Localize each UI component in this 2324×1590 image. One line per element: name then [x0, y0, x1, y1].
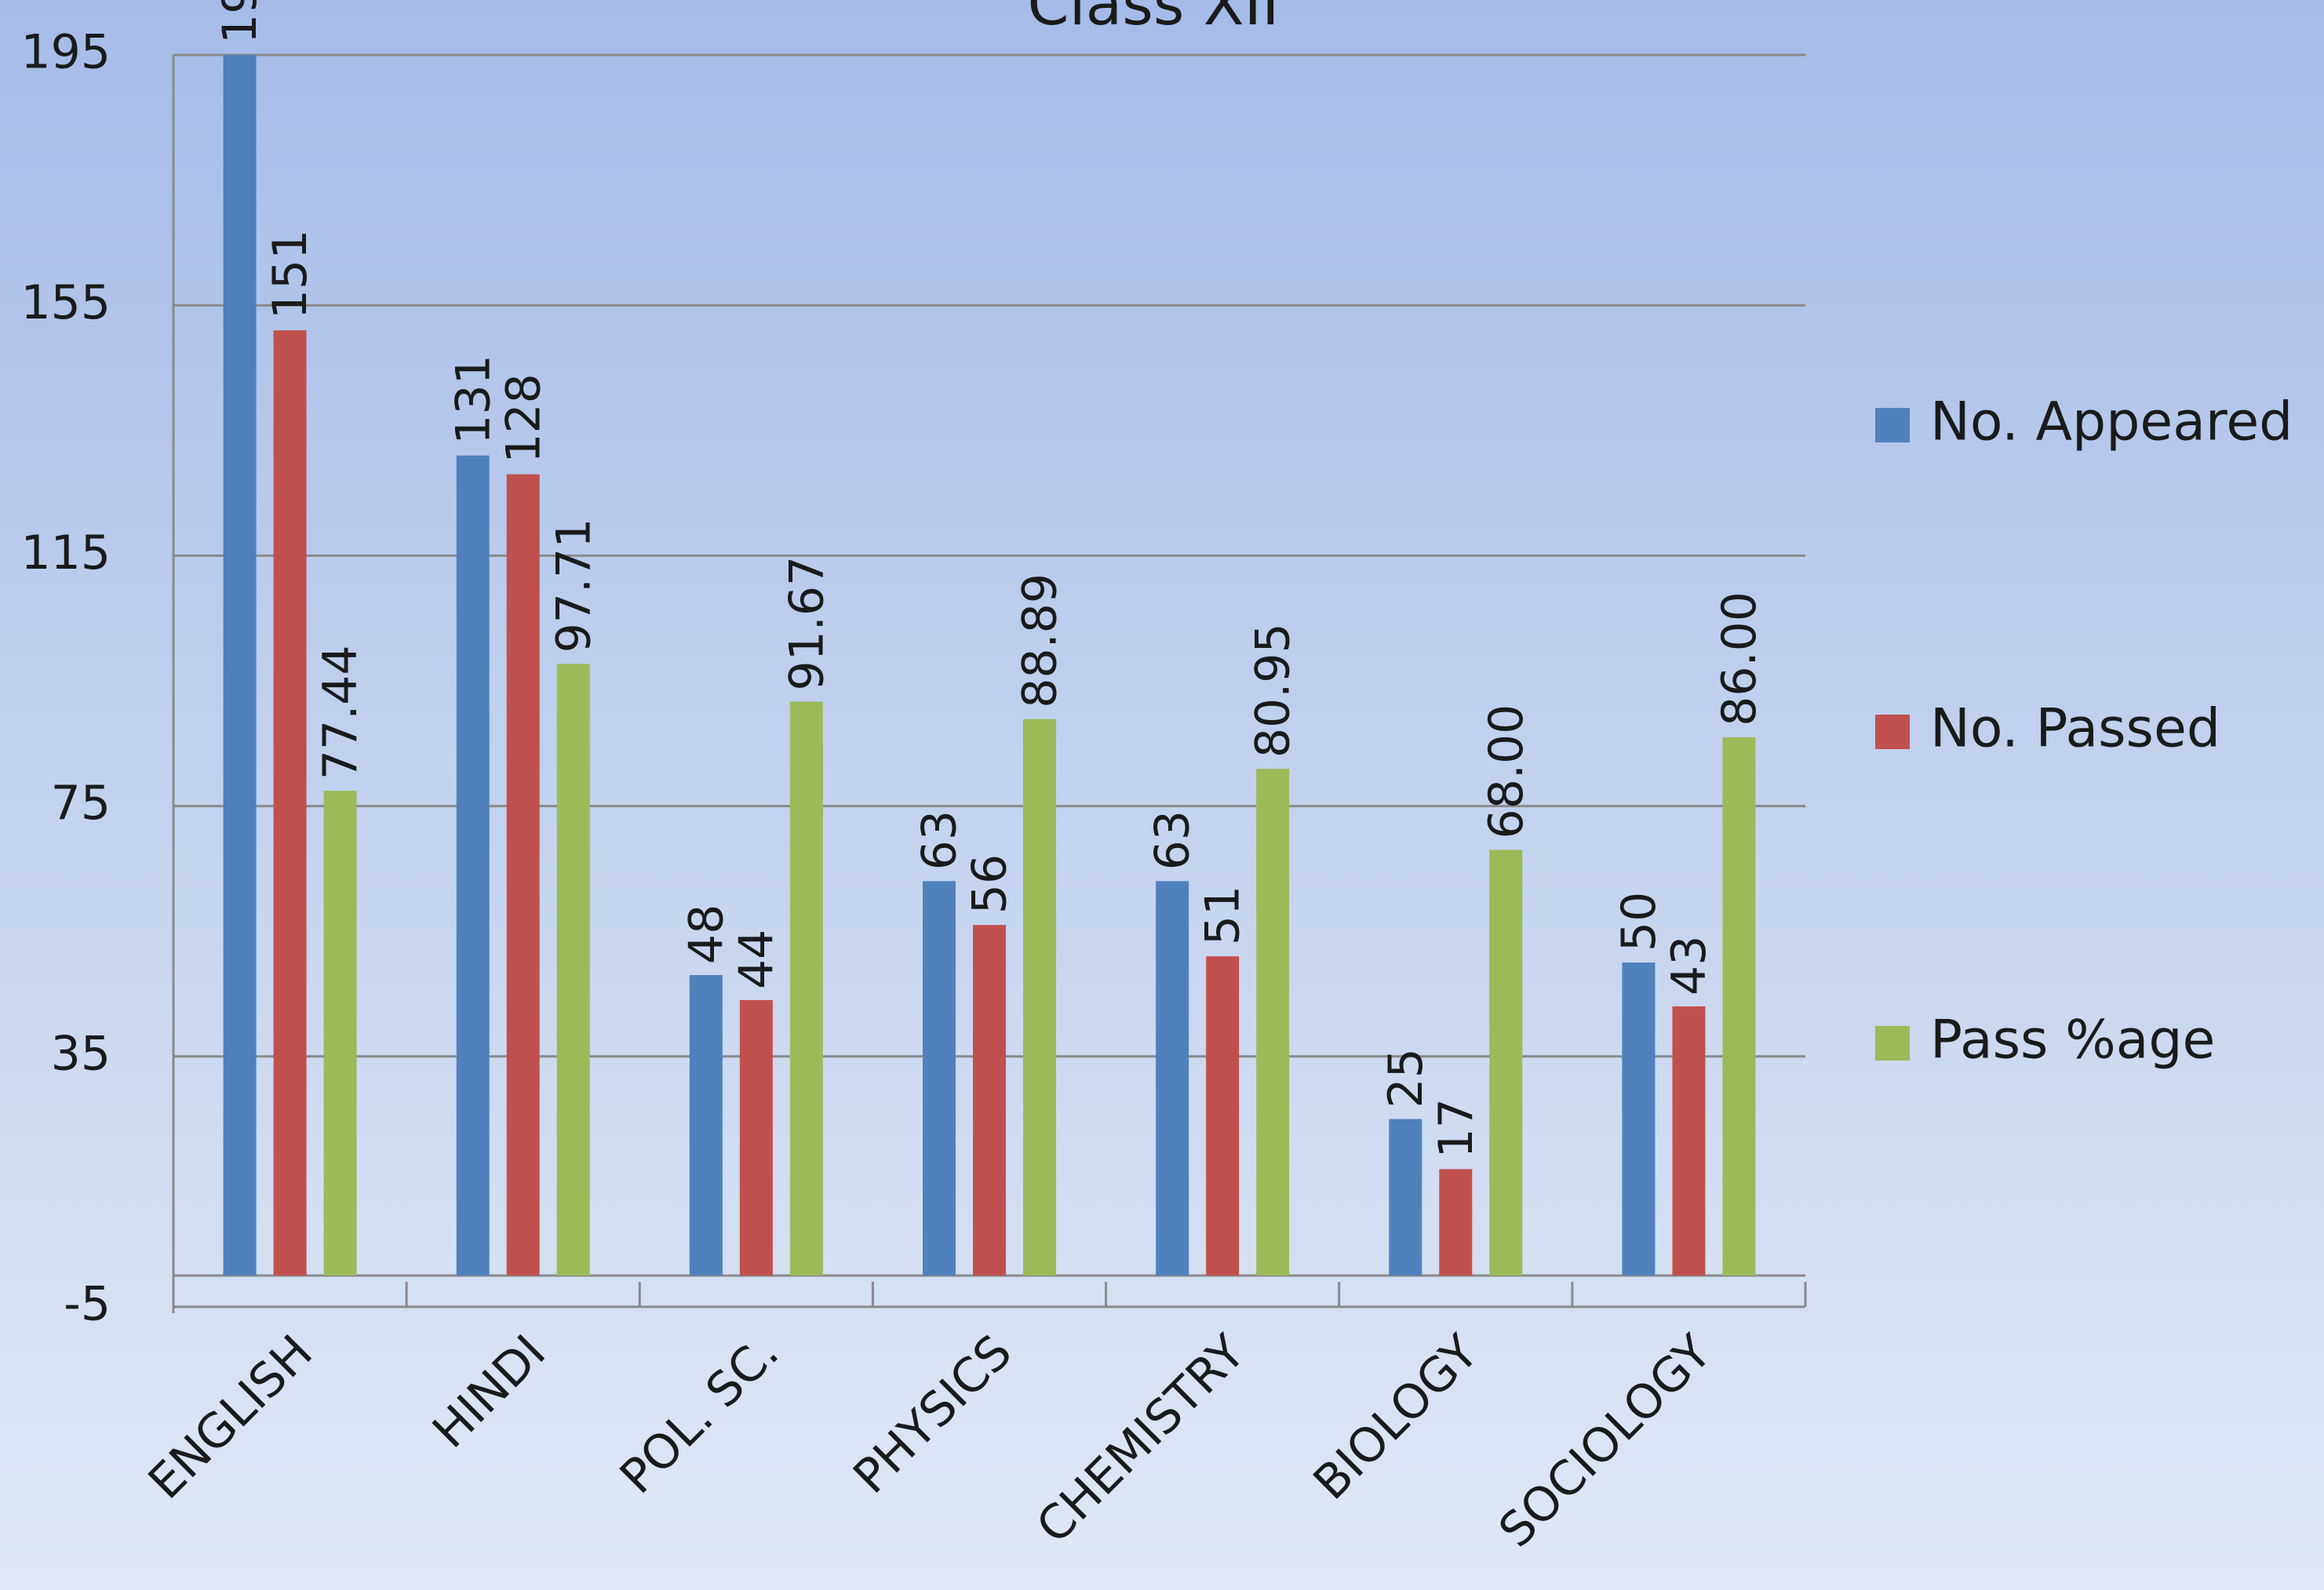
bar [739, 999, 773, 1276]
bar [1156, 881, 1189, 1276]
bar [973, 925, 1006, 1276]
bar [789, 701, 823, 1276]
data-label: 131 [446, 355, 501, 445]
bar [323, 791, 357, 1276]
bar [223, 55, 257, 1276]
bar [456, 455, 490, 1276]
bar [1206, 956, 1240, 1276]
data-label: 50 [1612, 892, 1667, 951]
data-label: 63 [912, 810, 967, 870]
bar [1722, 737, 1756, 1276]
y-tick-label: 35 [51, 1026, 111, 1081]
data-label: 44 [729, 930, 784, 989]
legend-swatch [1875, 408, 1910, 442]
legend-label: No. Passed [1930, 698, 2220, 760]
bar [1622, 962, 1656, 1276]
data-label: 68.00 [1479, 704, 1534, 839]
y-tick-label: 75 [51, 776, 111, 831]
data-label: 128 [496, 373, 551, 464]
data-label: 91.67 [779, 556, 834, 691]
data-label: 43 [1662, 936, 1717, 995]
data-label: 56 [963, 854, 1018, 914]
legend-swatch [1875, 715, 1910, 749]
bar [1439, 1169, 1473, 1276]
data-label: 97.71 [546, 518, 601, 653]
y-tick-label: -5 [64, 1277, 111, 1332]
y-tick-label: 195 [20, 25, 111, 80]
bar [1389, 1119, 1422, 1276]
legend-label: No. Appeared [1930, 391, 2293, 453]
data-label: 88.89 [1013, 573, 1068, 708]
bar [689, 975, 723, 1276]
bar [1256, 769, 1290, 1276]
data-label: 17 [1429, 1098, 1484, 1158]
y-tick-label: 155 [20, 275, 111, 330]
data-label: 48 [679, 904, 734, 964]
data-label: 51 [1196, 886, 1251, 945]
data-label: 80.95 [1246, 623, 1301, 758]
data-label: 77.44 [313, 645, 368, 780]
bar [923, 881, 956, 1276]
legend-swatch [1875, 1026, 1910, 1061]
chart-title: Class XII [1028, 0, 1280, 38]
bar [1672, 1006, 1706, 1276]
data-label: 151 [263, 230, 318, 320]
bar [1023, 719, 1056, 1276]
bar [1489, 850, 1523, 1276]
bar [556, 664, 590, 1276]
bar [506, 474, 540, 1276]
y-tick-label: 115 [20, 526, 111, 580]
data-label: 25 [1379, 1048, 1433, 1108]
legend-label: Pass %age [1930, 1010, 2215, 1072]
data-label: 63 [1146, 810, 1200, 870]
data-label: 86.00 [1712, 591, 1767, 726]
data-label: 195 [213, 0, 268, 44]
bar [273, 330, 307, 1276]
